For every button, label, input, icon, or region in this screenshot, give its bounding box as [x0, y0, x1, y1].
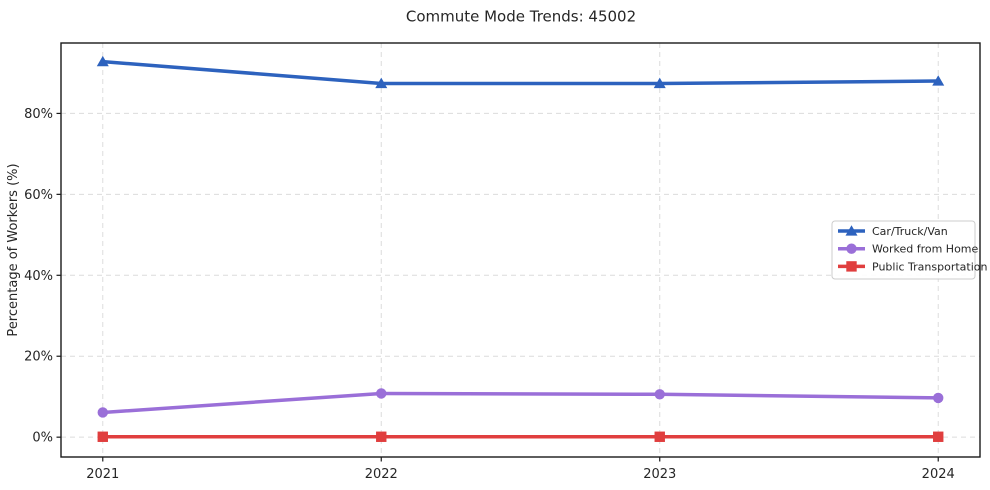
marker-public-transportation-2022 [376, 431, 387, 442]
x-tick-label-2022: 2022 [365, 467, 398, 482]
marker-public-transportation-2024 [933, 431, 944, 442]
series-line-worked-from-home [101, 391, 940, 415]
x-tick-label-2024: 2024 [922, 467, 955, 482]
legend-marker-car-truck-van [845, 225, 858, 236]
series-line-car-truck-van [101, 59, 940, 86]
y-tick-label-0: 0% [32, 431, 53, 446]
marker-car-truck-van-2021 [96, 55, 109, 67]
legend-label-public-transportation: Public Transportation [872, 260, 988, 273]
marker-car-truck-van-2023 [653, 77, 666, 89]
legend-item-car-truck-van: Car/Truck/Van [838, 225, 948, 238]
x-tick-label-2023: 2023 [643, 467, 676, 482]
legend-item-worked-from-home: Worked from Home [838, 243, 979, 256]
chart-title: Commute Mode Trends: 45002 [406, 8, 636, 26]
marker-public-transportation-2021 [97, 431, 108, 442]
x-tick-label-2021: 2021 [86, 467, 119, 482]
y-tick-label-40: 40% [24, 269, 53, 284]
y-tick-label-20: 20% [24, 350, 53, 365]
marker-public-transportation-2023 [654, 431, 665, 442]
legend-item-public-transportation: Public Transportation [838, 260, 988, 273]
y-tick-label-80: 80% [24, 107, 53, 122]
marker-worked-from-home-2024 [933, 392, 944, 404]
legend-marker-worked-from-home [846, 243, 857, 254]
legend-box [831, 220, 976, 280]
marker-worked-from-home-2022 [376, 388, 387, 399]
legend: Car/Truck/Van Worked from Home Public Tran… [831, 220, 988, 280]
marker-worked-from-home-2023 [654, 389, 665, 400]
legend-label-worked-from-home: Worked from Home [872, 243, 979, 256]
plot-area: 0% 20% 40% 60% 80% 2021 2022 2023 2024 [24, 42, 981, 482]
y-axis-label: Percentage of Workers (%) [6, 163, 21, 336]
marker-worked-from-home-2021 [97, 407, 108, 418]
legend-marker-public-transportation [846, 261, 857, 272]
marker-car-truck-van-2024 [932, 75, 945, 86]
marker-car-truck-van-2022 [375, 77, 388, 89]
y-tick-label-60: 60% [24, 188, 53, 203]
legend-label-car-truck-van: Car/Truck/Van [872, 225, 948, 238]
plot-border [60, 42, 981, 458]
